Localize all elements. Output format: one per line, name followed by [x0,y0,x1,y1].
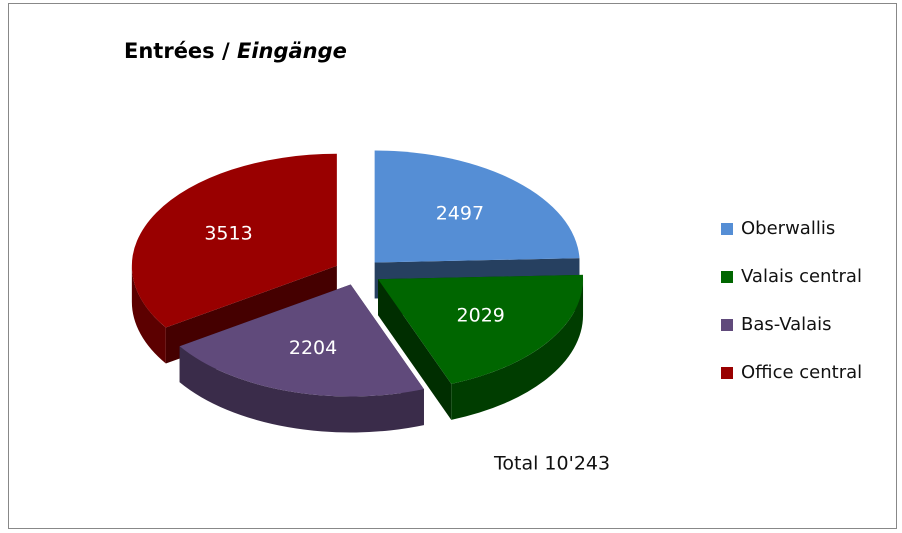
pie-slice-top [179,284,424,397]
pie-slice [378,274,584,420]
chart-title: Entrées / Eingänge [124,39,347,63]
data-label: 2029 [457,305,505,327]
legend-swatch [721,223,733,235]
data-label: 2204 [289,337,337,359]
legend-label: Bas-Valais [741,314,832,335]
legend-label: Oberwallis [741,218,835,239]
chart-title-italic: Eingänge [237,39,347,63]
data-label: 2497 [436,203,484,225]
slice-side-face [131,265,166,364]
legend-label: Valais central [741,266,862,287]
chart-title-main: Entrées / [124,39,230,63]
data-label: 3513 [204,222,252,244]
legend-label: Office central [741,362,862,383]
pie-slice-top [374,150,580,263]
pie-slice [179,284,424,433]
slice-side-face [179,346,424,433]
legend-swatch [721,271,733,283]
pie-slice-top [378,274,584,384]
legend-swatch [721,367,733,379]
slice-cut-face [378,279,452,420]
total-annotation: Total 10'243 [493,453,610,475]
legend-swatch [721,319,733,331]
slice-side-face [451,279,584,420]
pie-slice-top [131,153,337,328]
